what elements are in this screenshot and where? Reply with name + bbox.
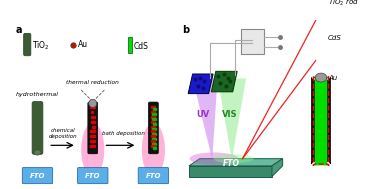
Bar xyxy=(241,29,264,54)
Text: FTO: FTO xyxy=(85,173,100,179)
Text: CdS: CdS xyxy=(328,35,342,41)
Polygon shape xyxy=(192,78,217,160)
Polygon shape xyxy=(189,166,272,177)
Text: a: a xyxy=(16,25,23,35)
Text: bath deposition: bath deposition xyxy=(101,131,144,136)
FancyBboxPatch shape xyxy=(32,102,43,154)
Text: Au: Au xyxy=(78,40,88,49)
Ellipse shape xyxy=(315,73,327,82)
Ellipse shape xyxy=(34,150,41,155)
Ellipse shape xyxy=(89,99,97,107)
FancyBboxPatch shape xyxy=(148,102,158,154)
Text: hydrothermal: hydrothermal xyxy=(16,92,59,97)
FancyBboxPatch shape xyxy=(23,33,31,56)
Bar xyxy=(128,37,132,53)
Polygon shape xyxy=(272,159,283,177)
FancyBboxPatch shape xyxy=(88,102,98,154)
FancyBboxPatch shape xyxy=(311,77,330,164)
Text: FTO: FTO xyxy=(30,173,45,179)
Text: FTO: FTO xyxy=(223,159,240,168)
FancyBboxPatch shape xyxy=(138,168,169,184)
Ellipse shape xyxy=(189,153,238,165)
Ellipse shape xyxy=(81,123,104,177)
Polygon shape xyxy=(189,159,283,166)
Polygon shape xyxy=(188,74,213,94)
FancyBboxPatch shape xyxy=(78,168,108,184)
Text: FTO: FTO xyxy=(145,173,161,179)
Text: thermal reduction: thermal reduction xyxy=(66,80,119,85)
FancyBboxPatch shape xyxy=(22,168,53,184)
Polygon shape xyxy=(217,78,246,160)
Text: b: b xyxy=(182,25,189,35)
Ellipse shape xyxy=(142,123,165,177)
Text: VIS: VIS xyxy=(222,110,238,119)
Text: Au: Au xyxy=(328,74,337,81)
Text: TiO$_2$ rod: TiO$_2$ rod xyxy=(328,0,359,8)
Ellipse shape xyxy=(214,154,254,163)
Text: TiO$_2$: TiO$_2$ xyxy=(32,39,50,52)
Text: chemical
deposition: chemical deposition xyxy=(49,128,78,139)
FancyBboxPatch shape xyxy=(315,75,327,167)
Text: CdS: CdS xyxy=(134,42,149,51)
Text: UV: UV xyxy=(196,110,209,119)
Polygon shape xyxy=(211,71,237,92)
